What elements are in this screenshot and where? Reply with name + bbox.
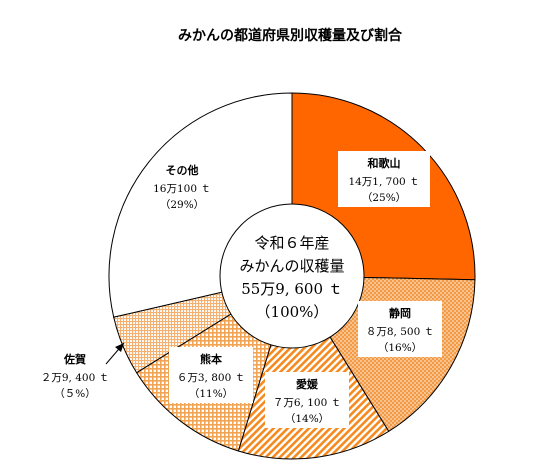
slice-label-value-1: 14万1, 700 ｔ [348,176,419,188]
slice-label-name-3: 愛媛 [296,377,319,391]
slice-label-box-2 [358,301,442,357]
center-label-line-2: みかんの収穫量 [239,257,344,275]
slice-label-box-4 [169,347,253,403]
slice-label-value-2: ８万8, 500 ｔ [366,326,434,338]
slice-label-value-6: 16万100 ｔ [153,183,211,195]
slice-label-percent-1: （25%） [362,192,406,204]
center-disc [219,203,365,349]
slice-label-percent-5: （５%） [54,388,95,400]
slice-label-value-5: ２万9, 400 ｔ [41,372,109,384]
slice-label-value-4: ６万3, 800 ｔ [177,372,245,384]
chart-title: みかんの都道府県別収穫量及び割合 [178,27,403,44]
slice-label-percent-4: （11%） [189,388,233,400]
slice-label-name-2: 静岡 [389,306,411,320]
slice-label-value-3: ７万6, 100 ｔ [273,397,341,409]
slice-label-name-5: 佐賀 [63,352,86,366]
slice-label-name-4: 熊本 [200,352,222,366]
slice-label-box-3 [265,372,349,428]
slice-label-name-6: その他 [166,163,199,177]
center-label-line-4: （100%） [256,303,329,321]
slice-label-percent-3: （14%） [285,413,329,425]
leader-arrowhead [115,343,124,352]
slice-label-box-1 [338,151,430,207]
slice-label-percent-6: （29%） [160,199,204,211]
center-label-line-1: 令和６年産 [254,234,329,252]
slice-label-percent-2: （16%） [378,342,422,354]
center-label-line-3: 55万9, 600 ｔ [241,280,343,298]
slice-label-name-1: 和歌山 [368,156,401,170]
